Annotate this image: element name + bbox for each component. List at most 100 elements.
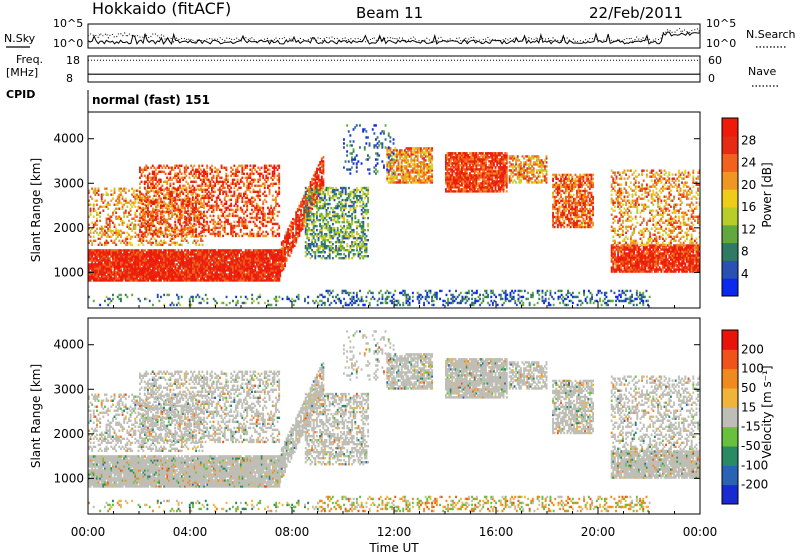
power-cell [112,273,114,276]
power-cell [151,170,154,173]
power-cell [352,192,355,196]
power-cell [91,265,94,268]
power-cell [196,261,199,264]
power-cell [156,255,159,258]
power-cell [116,201,119,204]
power-cell [282,264,285,267]
power-cell [174,257,177,260]
power-cell [113,239,116,243]
power-cell [316,169,318,173]
power-cell [102,249,105,252]
power-cell [176,255,178,258]
power-cell [163,200,165,204]
power-cell [317,164,320,167]
power-cell [179,263,182,266]
power-cell [333,214,336,218]
power-cell [314,180,317,184]
power-cell [198,251,201,254]
power-cell [219,255,222,258]
power-cell [263,224,266,228]
power-cell [211,178,213,181]
power-cell [341,214,344,218]
power-cell [91,267,94,270]
power-cell [306,234,309,238]
power-cell [296,235,299,239]
power-cell [265,249,268,252]
power-cell [251,184,253,188]
power-cell [296,215,299,219]
power-cell [185,269,188,272]
power-cell [100,253,103,256]
power-cell [304,195,307,198]
power-cell [155,182,157,186]
power-cell [193,265,196,268]
power-cell [263,164,266,167]
power-cell [252,249,255,252]
power-cell [238,271,241,274]
power-cell [195,174,197,177]
power-cell [136,253,138,256]
power-cell [140,172,143,175]
power-cell [155,271,158,274]
power-cell [309,208,312,212]
power-cell [307,210,310,214]
power-cell [97,267,100,270]
power-cell [174,259,177,262]
power-cell [145,271,148,274]
power-cell [280,267,283,270]
power-cell [209,263,212,266]
power-cell [241,273,244,276]
power-cell [140,277,143,280]
power-cell [249,255,252,258]
power-cell [276,164,279,167]
power-cell [236,170,239,173]
power-cell [212,275,215,278]
power-cell [295,239,298,242]
power-cell [265,220,268,224]
power-cell [124,269,127,272]
power-cell [203,206,205,210]
power-cell [219,218,221,222]
power-cell [185,265,188,268]
power-cell [152,261,154,264]
power-cell [191,224,194,228]
power-cell [171,267,174,270]
power-cell [193,255,196,258]
power-cell [347,196,350,200]
power-cell [96,231,98,235]
power-cell [312,186,315,190]
power-cell [94,223,97,226]
power-cell [175,194,178,198]
power-cell [328,234,331,238]
power-cell [148,267,151,270]
power-cell [88,189,90,192]
power-cell [180,230,183,234]
power-cell [143,212,146,216]
power-cell [301,201,304,205]
power-cell [92,191,95,194]
power-cell [187,226,189,230]
power-cell [204,251,207,254]
power-cell [241,218,244,222]
power-cell [151,224,154,228]
power-cell [190,265,193,268]
power-cell [306,206,309,210]
power-cell [303,196,306,199]
power-cell [105,239,108,243]
power-cell [260,206,263,210]
power-cell [220,261,223,264]
power-cell [280,253,283,256]
power-cell [124,237,127,241]
power-cell [312,204,315,208]
power-cell [349,206,352,210]
power-cell [121,205,124,208]
power-cell [96,273,98,276]
power-cell [171,228,173,232]
power-cell [322,236,325,240]
power-cell [187,275,190,278]
power-cell [304,218,307,222]
power-cell [142,212,145,216]
power-cell [140,249,143,252]
power-cell [247,234,250,238]
power-cell [333,226,336,230]
